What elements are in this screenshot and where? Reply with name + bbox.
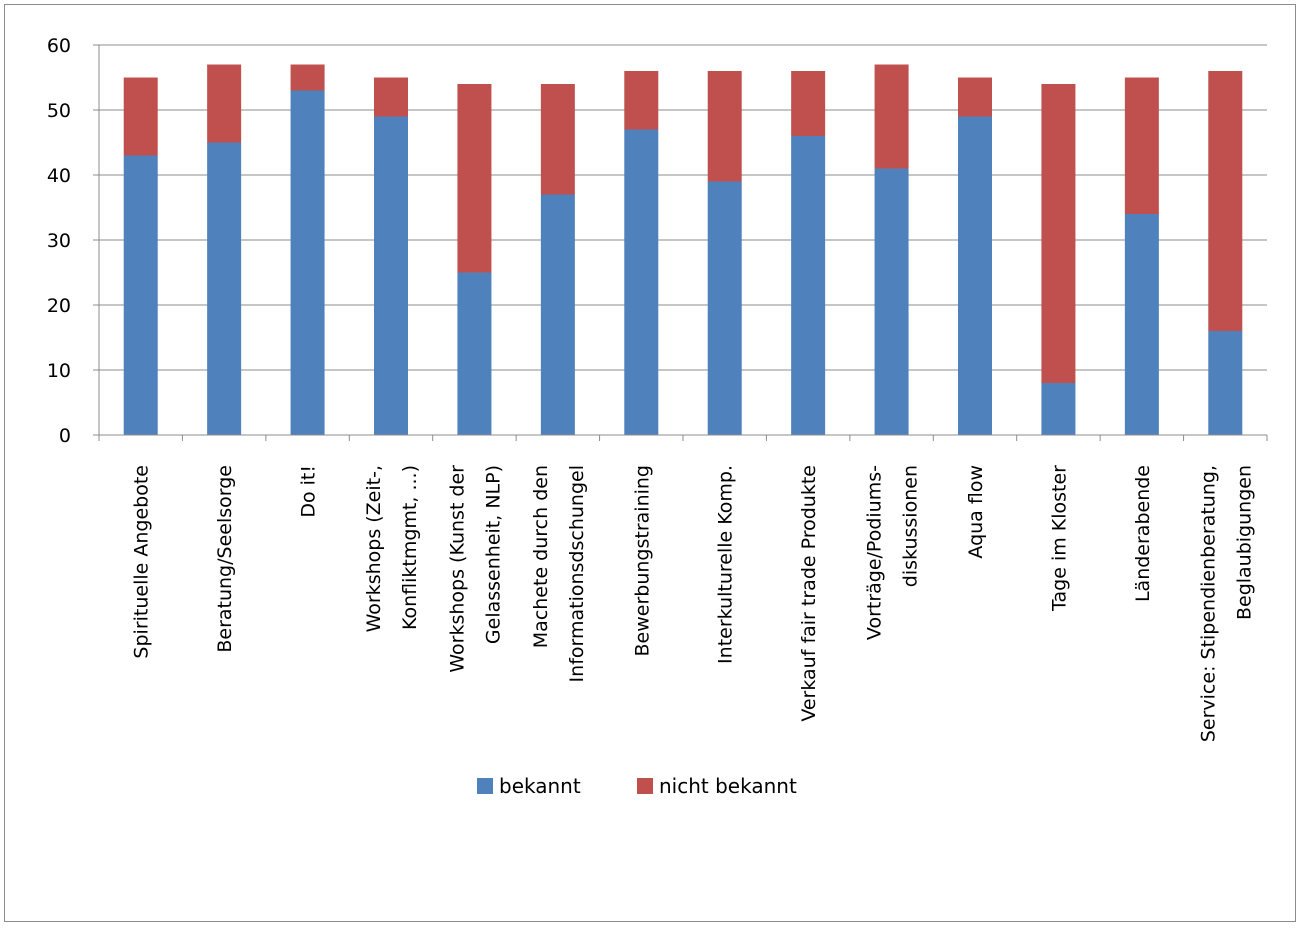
y-tick-label: 50 — [47, 100, 71, 122]
category-label: Bewerbungstraining — [631, 465, 653, 656]
bar-nicht-bekannt — [958, 77, 992, 117]
bar-bekannt — [207, 142, 242, 435]
category-label-line: Interkulturelle Komp. — [715, 465, 737, 664]
category-label-line: Machete durch den — [530, 465, 552, 648]
category-label: Vorträge/Podiums-diskussionen — [864, 465, 922, 640]
category-label: Do it! — [298, 465, 320, 518]
bar-nicht-bekannt — [1124, 77, 1159, 214]
legend-label: nicht bekannt — [659, 774, 797, 798]
bar-nicht-bekannt — [791, 71, 826, 136]
category-label: Aqua flow — [965, 465, 987, 559]
y-tick-label: 40 — [47, 165, 71, 187]
bar-nicht-bekannt — [1041, 84, 1076, 383]
y-tick-label: 30 — [47, 230, 71, 252]
bar-nicht-bekannt — [874, 64, 909, 169]
bar-bekannt — [958, 116, 992, 435]
category-label-line: Tage im Kloster — [1048, 465, 1070, 612]
chart-frame: 0 10 20 30 40 50 60 Spirituelle Angebote Beratu… — [4, 4, 1296, 922]
bar-bekannt — [707, 181, 742, 435]
category-label-line: Aqua flow — [965, 465, 987, 559]
bar-bekannt — [791, 136, 826, 435]
category-label: Interkulturelle Komp. — [715, 465, 737, 664]
category-label: Verkauf fair trade Produkte — [798, 465, 820, 722]
bar-nicht-bekannt — [290, 64, 325, 91]
category-label-line: Länderabende — [1132, 465, 1154, 602]
stacked-bar-chart: 0 10 20 30 40 50 60 Spirituelle Angebote Beratu… — [47, 35, 1268, 798]
category-label: Spirituelle Angebote — [131, 465, 153, 659]
category-label: Workshops (Kunst der Gelassenheit, NLP) — [446, 465, 504, 673]
category-label-line: Do it! — [298, 465, 320, 518]
legend-swatch — [637, 778, 653, 794]
y-tick-label: 0 — [59, 425, 71, 447]
category-label-line: Beratung/Seelsorge — [214, 465, 236, 653]
bar-nicht-bekannt — [540, 84, 575, 195]
bar-bekannt — [874, 168, 909, 435]
bar-bekannt — [457, 272, 492, 435]
category-label-line: Informationsdschungel — [566, 465, 588, 682]
category-label: Beratung/Seelsorge — [214, 465, 236, 653]
bar-nicht-bekannt — [123, 77, 158, 156]
y-tick-labels: 0 10 20 30 40 50 60 — [47, 35, 71, 447]
y-tick-label: 20 — [47, 295, 71, 317]
y-tick-label: 60 — [47, 35, 71, 57]
bar-bekannt — [290, 90, 325, 435]
bar-bekannt — [540, 194, 575, 435]
category-label: Machete durch den Informationsdschungel — [530, 465, 588, 682]
category-label-line: Bewerbungstraining — [631, 465, 653, 656]
category-label-line: Service: Stipendienberatung, — [1197, 465, 1219, 742]
legend-swatch — [477, 778, 493, 794]
bar-bekannt — [1208, 331, 1243, 435]
legend: bekannt nicht bekannt — [477, 774, 797, 798]
gridlines — [99, 44, 1267, 371]
bar-bekannt — [374, 116, 408, 435]
category-label-line: Workshops (Zeit-, — [363, 465, 385, 632]
bar-nicht-bekannt — [1208, 71, 1243, 331]
bar-nicht-bekannt — [624, 71, 659, 130]
category-label-line: Gelassenheit, NLP) — [482, 465, 504, 644]
y-tick-label: 10 — [47, 360, 71, 382]
category-label-line: Workshops (Kunst der — [446, 465, 468, 673]
bar-bekannt — [1041, 383, 1076, 435]
category-label-line: Beglaubigungen — [1233, 465, 1255, 620]
legend-item-bekannt: bekannt — [477, 774, 581, 798]
category-label-line: diskussionen — [900, 465, 922, 587]
bar-nicht-bekannt — [457, 84, 492, 273]
bar-nicht-bekannt — [707, 71, 742, 182]
bar-nicht-bekannt — [374, 77, 408, 117]
bar-nicht-bekannt — [207, 64, 242, 143]
category-label: Service: Stipendienberatung, Beglaubigung… — [1197, 465, 1255, 742]
category-label: Tage im Kloster — [1048, 465, 1070, 612]
category-label-line: Spirituelle Angebote — [131, 465, 153, 659]
bars — [123, 64, 1243, 435]
category-label-line: Vorträge/Podiums- — [864, 465, 886, 640]
bar-bekannt — [123, 155, 158, 435]
bar-bekannt — [624, 129, 659, 435]
axes — [93, 44, 1268, 441]
category-labels: Spirituelle Angebote Beratung/Seelsorge Do… — [131, 465, 1256, 742]
category-label-line: Konfliktmgmt, ...) — [399, 465, 421, 630]
category-label-line: Verkauf fair trade Produkte — [798, 465, 820, 722]
bar-bekannt — [1124, 214, 1159, 435]
legend-item-nicht-bekannt: nicht bekannt — [637, 774, 797, 798]
legend-label: bekannt — [499, 774, 581, 798]
category-label: Länderabende — [1132, 465, 1154, 602]
category-label: Workshops (Zeit-, Konfliktmgmt, ...) — [363, 465, 421, 632]
